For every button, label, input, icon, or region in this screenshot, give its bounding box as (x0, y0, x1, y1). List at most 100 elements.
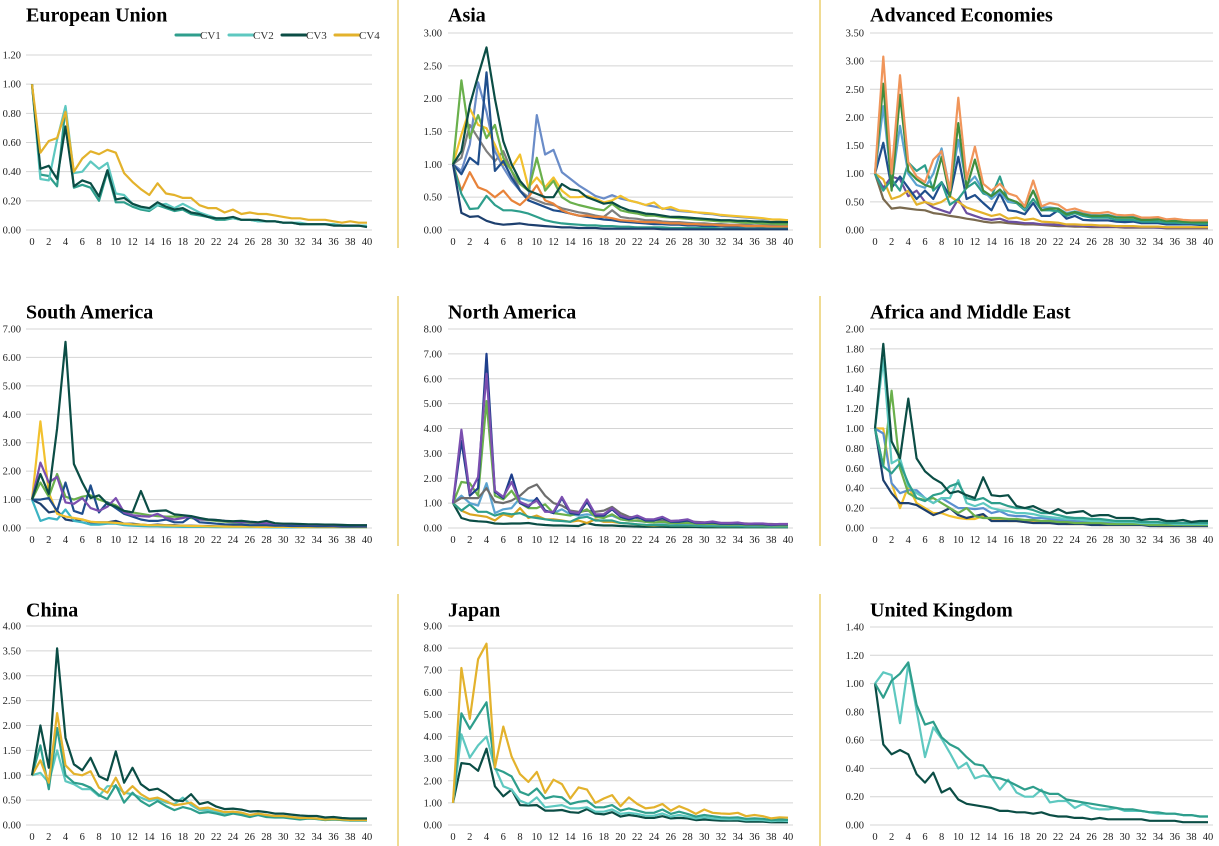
y-tick-label: 5.00 (424, 399, 442, 410)
x-tick-label: 18 (178, 237, 189, 248)
x-tick-label: 32 (295, 237, 306, 248)
series-line-6 (451, 163, 788, 228)
y-tick-label: 2.00 (424, 94, 442, 105)
x-tick-label: 28 (682, 535, 693, 546)
x-tick-label: 0 (872, 832, 877, 843)
x-tick-label: 14 (565, 832, 576, 843)
x-tick-label: 4 (906, 535, 912, 546)
x-tick-label: 26 (245, 237, 256, 248)
x-tick-label: 38 (766, 535, 777, 546)
x-tick-label: 12 (127, 832, 138, 843)
x-tick-label: 26 (666, 832, 677, 843)
x-tick-label: 24 (649, 237, 660, 248)
y-tick-label: 4.00 (3, 622, 21, 633)
y-tick-label: 4.00 (3, 410, 21, 421)
x-tick-label: 2 (467, 832, 472, 843)
x-tick-label: 4 (63, 535, 69, 546)
x-tick-label: 14 (986, 535, 997, 546)
panel-title: North America (448, 302, 576, 324)
y-tick-label: 1.40 (846, 384, 864, 395)
x-tick-label: 16 (582, 535, 593, 546)
y-tick-label: 1.40 (846, 623, 864, 634)
panel-title: Japan (448, 600, 500, 622)
x-tick-label: 12 (548, 237, 559, 248)
x-tick-label: 2 (889, 237, 894, 248)
x-tick-label: 26 (1086, 832, 1097, 843)
x-tick-label: 18 (1020, 535, 1031, 546)
x-tick-label: 30 (278, 237, 289, 248)
x-tick-label: 36 (328, 237, 339, 248)
x-tick-label: 14 (565, 535, 576, 546)
x-tick-label: 4 (906, 237, 912, 248)
x-tick-label: 2 (889, 535, 894, 546)
x-tick-label: 18 (1020, 237, 1031, 248)
x-tick-label: 0 (450, 832, 455, 843)
series-line-6 (451, 400, 788, 527)
x-tick-label: 24 (228, 535, 239, 546)
x-tick-label: 30 (278, 535, 289, 546)
x-tick-label: 4 (906, 832, 912, 843)
y-tick-label: 3.00 (424, 449, 442, 460)
y-tick-label: 2.00 (846, 325, 864, 336)
x-tick-label: 22 (211, 237, 222, 248)
panel-title: European Union (26, 5, 167, 27)
y-tick-label: 9.00 (424, 622, 442, 633)
x-tick-label: 28 (1103, 237, 1114, 248)
x-tick-label: 36 (328, 535, 339, 546)
series-line-7 (30, 340, 367, 527)
x-tick-label: 2 (889, 832, 894, 843)
x-tick-label: 34 (733, 237, 744, 248)
x-tick-label: 26 (1086, 535, 1097, 546)
x-tick-label: 0 (872, 237, 877, 248)
x-tick-label: 14 (144, 535, 155, 546)
x-tick-label: 8 (939, 832, 944, 843)
y-tick-label: 2.00 (3, 467, 21, 478)
y-tick-label: 2.50 (424, 61, 442, 72)
x-tick-label: 18 (178, 535, 189, 546)
x-tick-label: 16 (161, 535, 172, 546)
x-tick-label: 12 (127, 535, 138, 546)
x-tick-label: 20 (1036, 535, 1047, 546)
x-tick-label: 8 (96, 832, 101, 843)
x-tick-label: 32 (716, 535, 727, 546)
x-tick-label: 4 (484, 832, 490, 843)
panel-title: Africa and Middle East (870, 302, 1071, 324)
y-tick-label: 0.00 (3, 821, 21, 832)
x-tick-label: 2 (46, 535, 51, 546)
x-tick-label: 8 (517, 832, 522, 843)
x-tick-label: 8 (939, 237, 944, 248)
x-tick-label: 22 (1053, 832, 1064, 843)
x-tick-label: 24 (228, 832, 239, 843)
y-tick-label: 0.80 (846, 707, 864, 718)
x-tick-label: 12 (970, 832, 981, 843)
series-line-8 (873, 55, 1208, 222)
x-tick-label: 24 (228, 237, 239, 248)
x-tick-label: 22 (632, 535, 643, 546)
x-tick-label: 6 (501, 237, 506, 248)
y-tick-label: 0.80 (846, 444, 864, 455)
panel-title: United Kingdom (870, 600, 1013, 622)
x-tick-label: 38 (766, 832, 777, 843)
x-tick-label: 22 (632, 237, 643, 248)
x-tick-label: 12 (970, 535, 981, 546)
x-tick-label: 6 (80, 535, 85, 546)
x-tick-label: 6 (922, 237, 927, 248)
x-tick-label: 30 (1120, 535, 1131, 546)
y-tick-label: 1.00 (424, 499, 442, 510)
x-tick-label: 12 (970, 237, 981, 248)
x-tick-label: 28 (682, 237, 693, 248)
y-tick-label: 3.00 (424, 29, 442, 40)
y-tick-label: 0.20 (846, 792, 864, 803)
y-tick-label: 3.00 (424, 754, 442, 765)
x-tick-label: 36 (749, 832, 760, 843)
x-tick-label: 16 (582, 832, 593, 843)
y-tick-label: 0.60 (3, 138, 21, 149)
x-tick-label: 38 (345, 535, 356, 546)
x-tick-label: 0 (29, 832, 34, 843)
x-tick-label: 28 (1103, 535, 1114, 546)
series-line-9 (452, 46, 788, 224)
x-tick-label: 2 (46, 237, 51, 248)
x-tick-label: 16 (1003, 832, 1014, 843)
x-tick-label: 28 (1103, 832, 1114, 843)
x-tick-label: 6 (922, 832, 927, 843)
